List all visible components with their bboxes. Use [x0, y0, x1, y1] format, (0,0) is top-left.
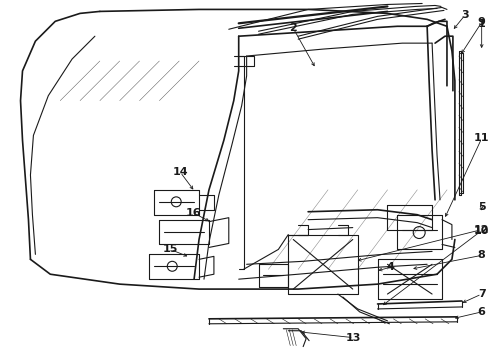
Text: 12: 12	[474, 225, 490, 235]
Text: 5: 5	[478, 202, 486, 212]
Text: 1: 1	[478, 19, 486, 29]
Text: 11: 11	[474, 133, 490, 143]
Text: 2: 2	[290, 23, 297, 33]
Text: 16: 16	[185, 208, 201, 218]
Text: 4: 4	[387, 262, 394, 272]
Text: 10: 10	[474, 226, 490, 235]
Text: 6: 6	[478, 307, 486, 317]
Text: 13: 13	[346, 333, 362, 343]
Text: 9: 9	[478, 17, 486, 27]
Text: 3: 3	[461, 10, 468, 21]
Text: 14: 14	[172, 167, 188, 177]
Text: 15: 15	[163, 244, 178, 255]
Text: 8: 8	[478, 250, 486, 260]
Text: 7: 7	[478, 289, 486, 299]
